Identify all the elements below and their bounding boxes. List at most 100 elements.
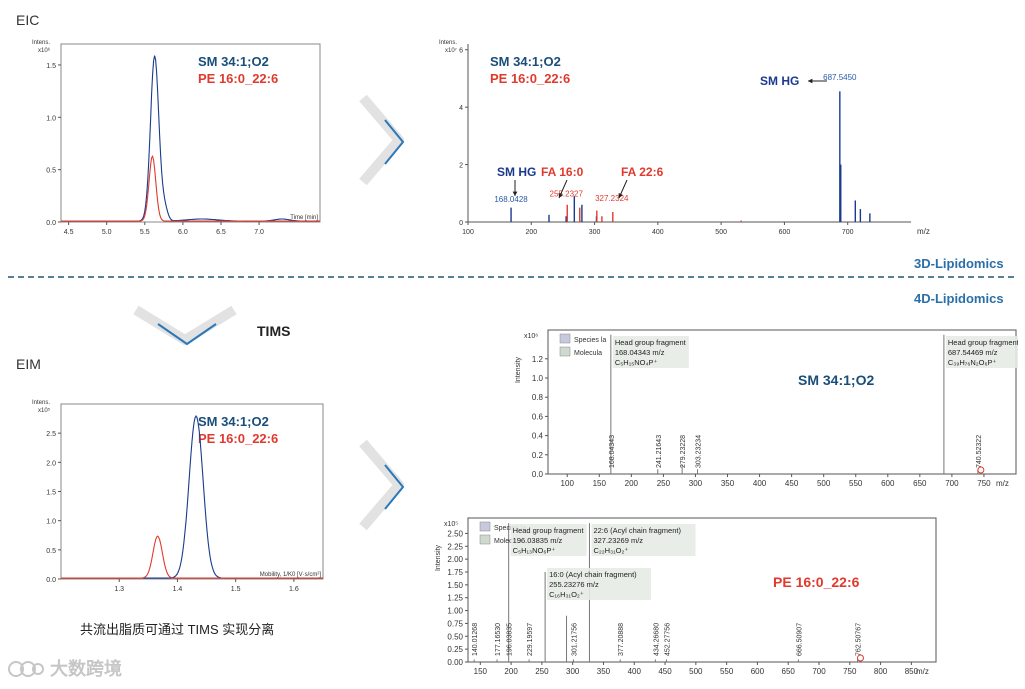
section-divider [8,276,1017,278]
series-line [61,55,320,222]
y-axis-label: Intens. [32,40,50,46]
peak-label: 177.16530 [495,623,502,656]
legend-swatch [479,534,491,545]
x-axis-label: m/z [916,667,929,676]
y-tick-label: 0.5 [46,548,56,555]
fragment-formula: C₅H₁₅NO₄P⁺ [615,358,658,367]
x-tick-label: 400 [753,479,767,488]
y-tick-label: 0.6 [532,412,544,421]
legend-entry: Molecula [494,538,522,545]
x-tick-label: 600 [779,229,791,236]
ms4d-pe-chart: 0.00 0.25 0.50 0.75 1.00 1.25 1.50 1.75 2.00 2.25… [435,517,937,676]
x-tick-label: 550 [720,667,734,676]
y-tick-label: 1.75 [447,568,463,577]
x-tick-label: 850 [905,667,919,676]
x-tick-label: 600 [881,479,895,488]
y-tick-label: 1.0 [532,374,544,383]
fragment-box [510,524,587,556]
fragment-box [612,336,689,368]
fragment-formula: C₅H₁₃NO₆P⁺ [513,546,556,555]
x-tick-label: 200 [504,667,518,676]
x-tick-label: 1.3 [114,586,124,593]
fragment-title: Head group fragment [513,526,585,535]
y-tick-label: 1.25 [447,594,463,603]
y-scale-label: x10⁶ [524,333,538,340]
fragment-title: 22:6 (Acyl chain fragment) [593,526,681,535]
y-tick-label: 2.00 [447,555,463,564]
tims-label: TIMS [257,323,291,339]
plot-frame [60,403,324,580]
legend-entry: PE 16:0_22:6 [198,71,278,86]
x-tick-label: 100 [462,229,474,236]
annotation-label: FA 16:0 [541,165,584,179]
x-tick-label: 6.0 [178,229,188,236]
x-tick-label: 500 [715,229,727,236]
legend-entry: Molecula [574,350,602,357]
x-tick-label: 150 [474,667,488,676]
x-axis-label: Time [min] [290,215,318,221]
x-axis-label: m/z [917,227,930,236]
y-tick-label: 2 [459,163,463,170]
spectrum-title: PE 16:0_22:6 [773,574,860,590]
y-tick-label: 1.0 [46,115,56,122]
x-tick-label: 1.4 [173,586,183,593]
x-tick-label: 800 [874,667,888,676]
fragment-box [945,336,1018,368]
fragment-formula: C₂₂H₃₁O₂⁺ [593,546,628,555]
y-scale-label: x10⁵ [444,521,458,528]
legend-entry: SM 34:1;O2 [490,54,561,69]
eim-chart: 0.0 0.5 1.0 1.5 2.0 2.5 1.3 1.4 1.5 1.6 Intens.x10… [32,400,324,593]
lipidomics-4d-label: 4D-Lipidomics [914,291,1004,306]
watermark-logo-icon [8,661,44,677]
y-tick-label: 0.0 [532,470,544,479]
series-line [61,535,323,579]
peak-label: 740.52322 [976,435,983,468]
legend-swatch [479,521,491,532]
series-line [61,154,320,222]
fragment-title: Head group fragment [948,338,1018,347]
x-tick-label: 550 [849,479,863,488]
peak-label: 327.2324 [595,194,629,203]
peak-label: 255.2327 [550,189,584,198]
y-tick-label: 0.00 [447,658,463,667]
x-tick-label: 500 [817,479,831,488]
x-tick-label: 350 [721,479,735,488]
x-tick-label: 100 [561,479,575,488]
y-tick-label: 2.0 [46,460,56,467]
y-tick-label: 0.75 [447,619,463,628]
x-tick-label: 4.5 [64,229,74,236]
annotation-label: SM HG [760,74,799,88]
x-tick-label: 450 [785,479,799,488]
x-tick-label: 200 [525,229,537,236]
peak-label: 168.0428 [494,195,528,204]
x-tick-label: 500 [689,667,703,676]
fragment-box [591,524,696,556]
x-axis-label: m/z [996,479,1009,488]
y-tick-label: 0.8 [532,393,544,402]
y-tick-label: 4 [459,105,463,112]
y-tick-label: 0.4 [532,432,544,441]
y-tick-label: 1.0 [46,519,56,526]
fragment-formula: C₃₉H₇₆N₂O₆P⁺ [948,358,997,367]
x-tick-label: 5.0 [102,229,112,236]
y-tick-label: 0.2 [532,451,544,460]
eic-chart: 0.0 0.5 1.0 1.5 4.5 5.0 5.5 6.0 6.5 7.0 Intens.x10… [32,40,321,236]
y-axis-label: Intens. [439,40,457,46]
y-tick-label: 0.0 [46,577,56,584]
watermark-text: 大数跨境 [50,659,122,679]
x-tick-label: 250 [535,667,549,676]
y-scale-label: x10⁶ [38,47,51,54]
x-tick-label: 650 [913,479,927,488]
annotation-arrowhead [618,193,623,198]
peak-label: 687.5450 [823,73,857,82]
chevron-right-icon [359,94,405,186]
x-tick-label: 7.0 [254,229,264,236]
y-scale-label: x10⁷ [445,47,457,54]
fragment-mz: 255.23276 m/z [549,580,599,589]
y-tick-label: 0 [459,220,463,227]
x-tick-label: 700 [945,479,959,488]
ms4d-sm-chart: 0.0 0.2 0.4 0.6 0.8 1.0 1.2 100 150 200 250 300 350 4… [515,329,1018,488]
peak-marker [856,654,864,662]
legend-entry: PE 16:0_22:6 [490,71,570,86]
peak-label: 434.26680 [653,623,660,656]
